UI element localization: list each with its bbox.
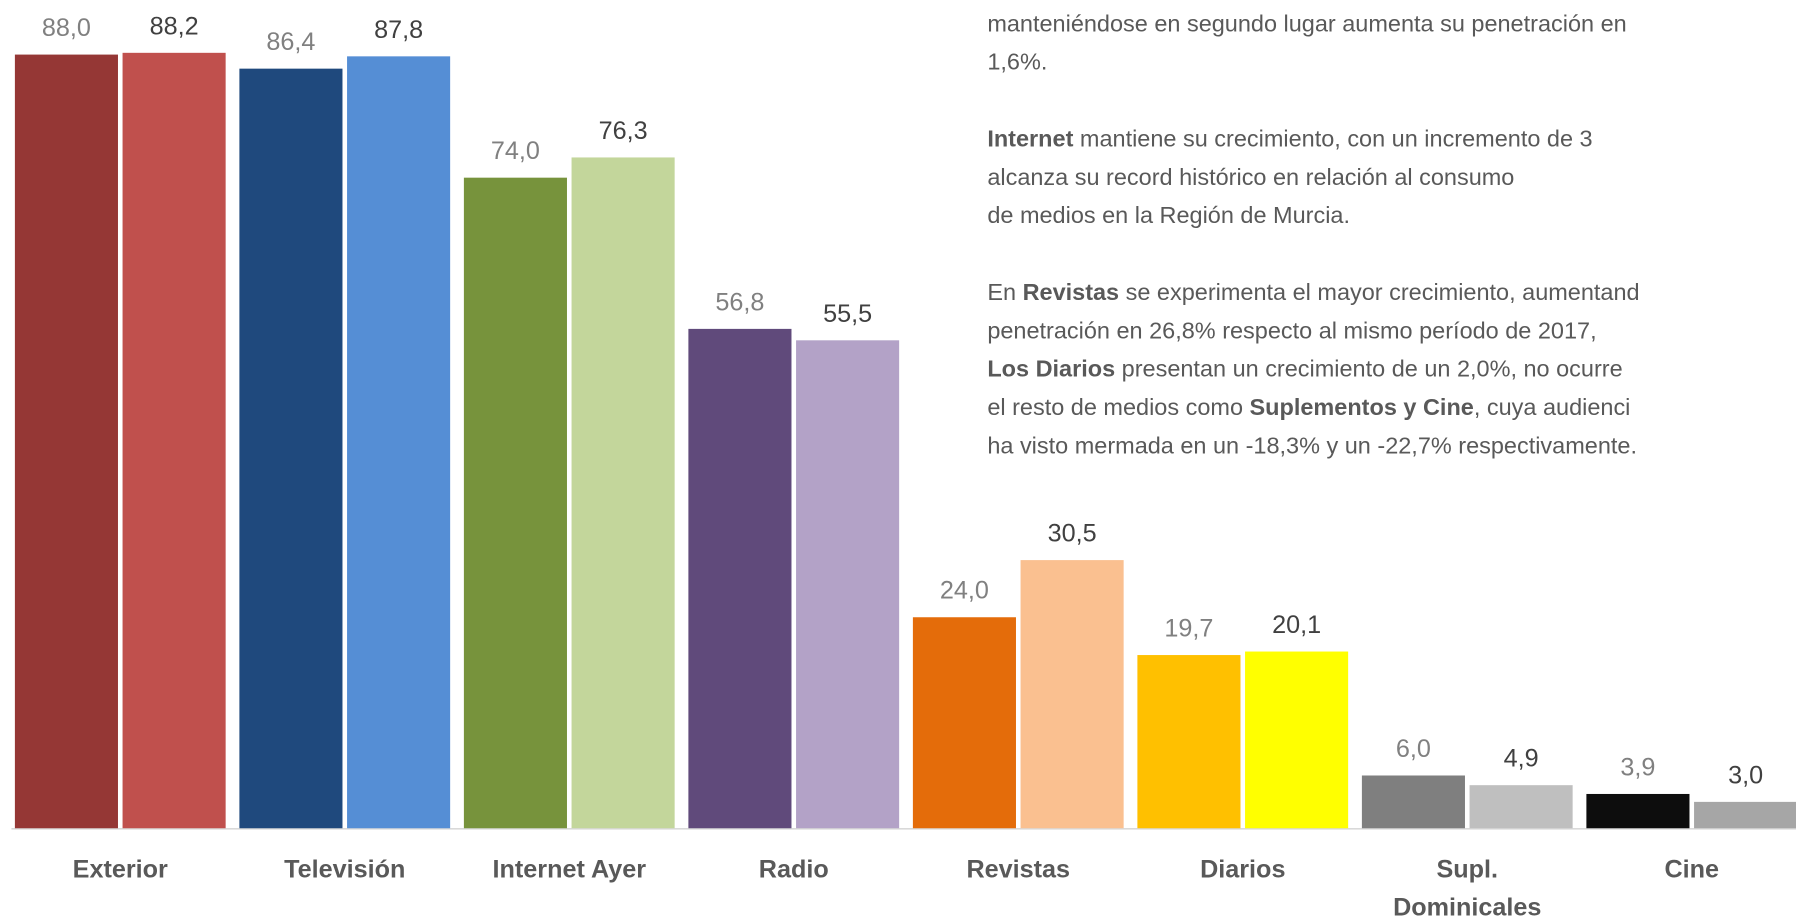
value-label: 24,0 xyxy=(940,577,989,605)
value-label: 3,9 xyxy=(1620,753,1655,781)
paragraph-line: Internet mantiene su crecimiento, con un… xyxy=(987,126,1592,152)
value-label: 3,0 xyxy=(1728,761,1763,789)
value-label: 4,9 xyxy=(1504,745,1539,773)
bar xyxy=(1469,785,1573,829)
bar xyxy=(571,157,675,829)
paragraph-line: penetración en 26,8% respecto al mismo p… xyxy=(987,317,1596,343)
bold-text: Suplementos y Cine xyxy=(1250,394,1474,420)
value-label: 30,5 xyxy=(1048,520,1097,548)
x-tick-label: Radio xyxy=(759,855,829,883)
bar xyxy=(912,617,1016,829)
value-label: 87,8 xyxy=(374,16,423,44)
value-label: 74,0 xyxy=(491,137,540,165)
bar xyxy=(239,68,343,829)
x-tick-label: Televisión xyxy=(284,855,405,883)
bold-text: Los Diarios xyxy=(987,356,1115,382)
x-tick-label: Exterior xyxy=(73,855,168,883)
value-label: 56,8 xyxy=(715,288,764,316)
paragraph-line: ha visto mermada en un -18,3% y un -22,7… xyxy=(987,433,1637,459)
x-tick-label: Supl. Dominicales xyxy=(1393,855,1541,920)
text: se experimenta el mayor crecimiento, aum… xyxy=(1119,279,1639,305)
value-label: 86,4 xyxy=(266,28,315,56)
value-label: 88,0 xyxy=(42,14,91,42)
bar xyxy=(1361,775,1465,829)
value-label: 6,0 xyxy=(1396,735,1431,763)
text: de medios en la Región de Murcia. xyxy=(987,202,1350,228)
paragraph-line: el resto de medios como Suplementos y Ci… xyxy=(987,394,1630,420)
text: mantiene su crecimiento, con un incremen… xyxy=(1073,126,1592,152)
bar xyxy=(796,340,900,829)
x-tick-label: Revistas xyxy=(966,855,1070,883)
text: , cuya audienci xyxy=(1474,394,1631,420)
paragraph-line: manteniéndose en segundo lugar aumenta s… xyxy=(987,11,1626,37)
bold-text: Internet xyxy=(987,126,1073,152)
value-label: 55,5 xyxy=(823,300,872,328)
x-tick-label: Diarios xyxy=(1200,855,1285,883)
bar xyxy=(463,177,567,829)
text: penetración en 26,8% respecto al mismo p… xyxy=(987,317,1596,343)
text: alcanza su record histórico en relación … xyxy=(987,164,1514,190)
value-label: 88,2 xyxy=(150,12,199,40)
paragraph-line: de medios en la Región de Murcia. xyxy=(987,202,1350,228)
x-tick-label: Cine xyxy=(1664,855,1719,883)
x-tick-label: Internet Ayer xyxy=(493,855,647,883)
text: el resto de medios como xyxy=(987,394,1249,420)
paragraph-line: 1,6%. xyxy=(987,49,1047,75)
value-label: 19,7 xyxy=(1164,615,1213,643)
bold-text: Revistas xyxy=(1023,279,1120,305)
text: 1,6%. xyxy=(987,49,1047,75)
paragraph-line: Los Diarios presentan un crecimiento de … xyxy=(987,356,1622,382)
bar xyxy=(14,54,118,829)
text: En xyxy=(987,279,1022,305)
bar xyxy=(1586,793,1690,829)
bar xyxy=(688,328,792,829)
paragraph-line: En Revistas se experimenta el mayor crec… xyxy=(987,279,1639,305)
value-label: 76,3 xyxy=(599,117,648,145)
text: presentan un crecimiento de un 2,0%, no … xyxy=(1115,356,1623,382)
bar xyxy=(122,52,226,829)
text: ha visto mermada en un -18,3% y un -22,7… xyxy=(987,433,1637,459)
paragraph-line: alcanza su record histórico en relación … xyxy=(987,164,1514,190)
value-label: 20,1 xyxy=(1272,611,1321,639)
bar xyxy=(1245,651,1349,829)
bar xyxy=(1020,560,1124,829)
text: manteniéndose en segundo lugar aumenta s… xyxy=(987,11,1626,37)
bar xyxy=(1694,801,1796,829)
bar xyxy=(347,56,451,829)
bar xyxy=(1137,655,1241,829)
